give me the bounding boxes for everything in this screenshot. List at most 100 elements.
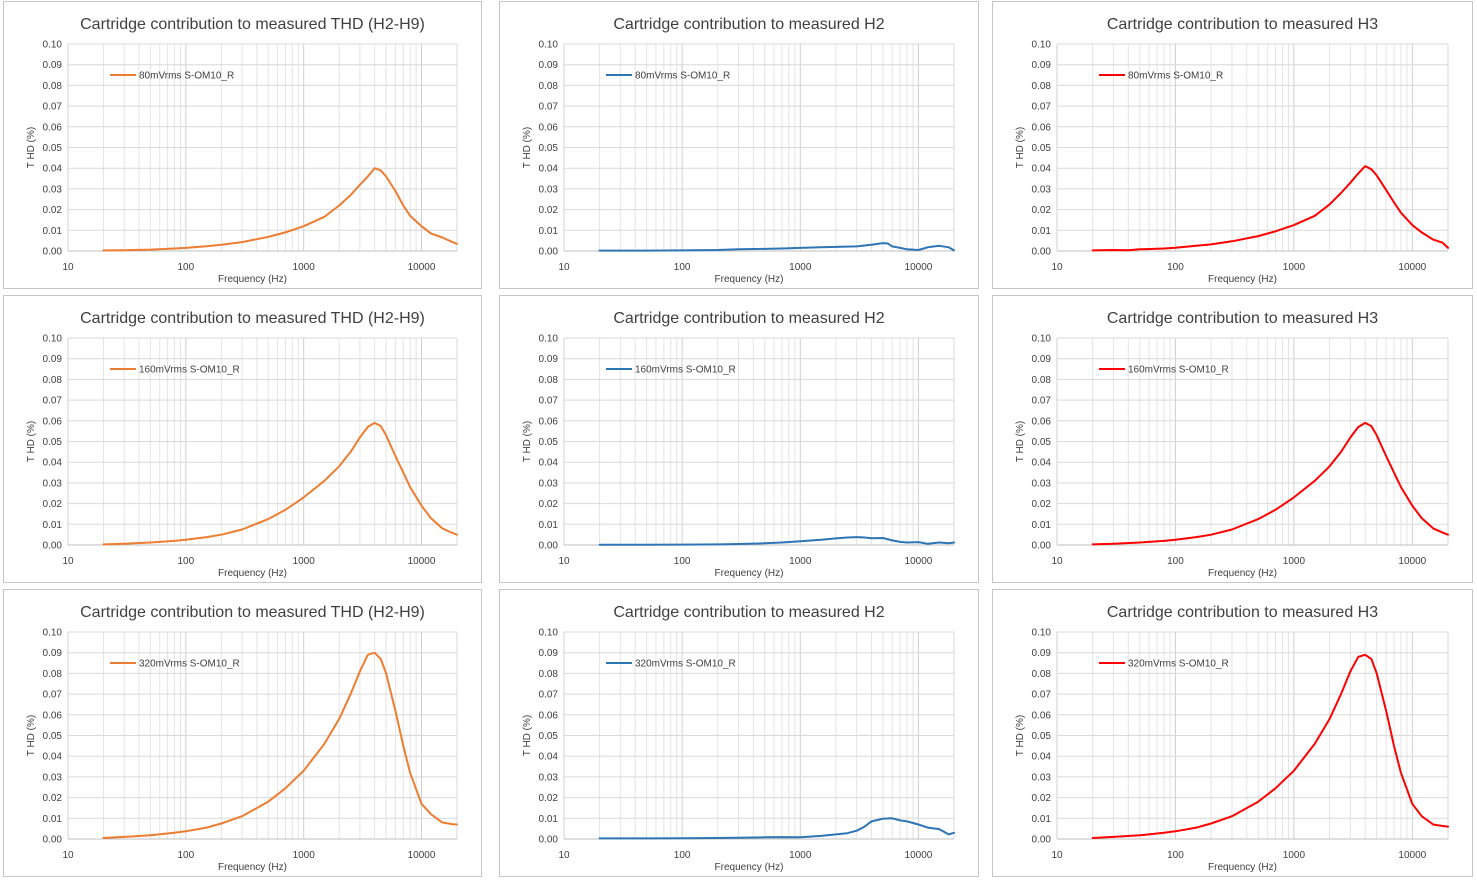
y-tick-label: 0.02 [539,499,559,510]
legend: 320mVrms S-OM10_R [606,659,736,670]
y-tick-label: 0.00 [1032,541,1052,552]
y-tick-label: 0.08 [43,375,63,386]
y-tick-label: 0.10 [1032,40,1052,51]
x-tick-label: 100 [674,556,691,567]
y-axis-title: T HD (%) [522,127,533,168]
legend-label: 320mVrms S-OM10_R [139,659,240,670]
x-tick-label: 1000 [293,262,316,273]
legend-label: 320mVrms S-OM10_R [1128,659,1229,670]
y-tick-label: 0.01 [539,520,559,531]
y-axis-title: T HD (%) [26,421,37,462]
y-tick-label: 0.03 [1032,772,1052,783]
legend: 320mVrms S-OM10_R [1099,659,1229,670]
y-tick-label: 0.03 [43,772,63,783]
y-tick-label: 0.07 [43,396,63,407]
y-tick-label: 0.10 [1032,628,1052,639]
y-axis-title: T HD (%) [522,421,533,462]
y-tick-label: 0.04 [539,164,559,175]
x-tick-label: 10000 [1398,850,1426,861]
y-tick-label: 0.09 [1032,648,1052,659]
x-tick-label: 10 [1051,556,1063,567]
line-chart: Cartridge contribution to measured H3 0.0… [1015,16,1449,285]
series-line [1091,165,1449,252]
y-tick-label: 0.02 [1032,205,1052,216]
legend: 160mVrms S-OM10_R [1099,365,1229,376]
x-tick-label: 1000 [789,850,812,861]
y-tick-label: 0.10 [43,334,63,345]
x-tick-label: 100 [177,556,194,567]
y-tick-label: 0.03 [43,478,63,489]
series-line [1091,653,1449,839]
x-tick-label: 1000 [1283,556,1306,567]
y-tick-label: 0.02 [539,793,559,804]
x-tick-label: 10 [558,262,570,273]
legend: 80mVrms S-OM10_R [110,71,234,82]
series-line [598,536,955,546]
x-tick-label: 10000 [905,262,933,273]
y-tick-label: 0.09 [539,354,559,365]
x-tick-label: 10 [1051,262,1063,273]
chart-title: Cartridge contribution to measured H3 [1107,310,1378,327]
legend-label: 160mVrms S-OM10_R [1128,365,1229,376]
y-tick-label: 0.08 [1032,375,1052,386]
y-tick-label: 0.01 [43,814,63,825]
chart-panel: Cartridge contribution to measured H2 0.0… [499,295,979,583]
chart-title: Cartridge contribution to measured THD (… [80,310,425,327]
x-tick-label: 100 [177,850,194,861]
y-tick-label: 0.08 [539,81,559,92]
legend-label: 80mVrms S-OM10_R [635,71,730,82]
line-chart: Cartridge contribution to measured H2 0.0… [522,310,955,579]
x-tick-label: 100 [674,262,691,273]
line-chart: Cartridge contribution to measured H2 0.0… [522,16,955,285]
x-tick-label: 10000 [1398,556,1426,567]
line-chart: Cartridge contribution to measured THD (… [26,310,458,579]
x-tick-label: 100 [177,262,194,273]
x-tick-label: 10000 [408,556,436,567]
legend: 160mVrms S-OM10_R [110,365,240,376]
legend-label: 80mVrms S-OM10_R [1128,71,1223,82]
legend: 80mVrms S-OM10_R [606,71,730,82]
y-tick-label: 0.01 [539,814,559,825]
y-axis-title: T HD (%) [1015,421,1026,462]
series-line [102,167,458,252]
y-tick-label: 0.09 [1032,60,1052,71]
x-axis-title: Frequency (Hz) [715,568,784,579]
y-tick-label: 0.05 [539,437,559,448]
line-chart: Cartridge contribution to measured THD (… [26,16,458,285]
x-tick-label: 1000 [789,262,812,273]
y-tick-label: 0.00 [1032,247,1052,258]
y-axis-title: T HD (%) [1015,127,1026,168]
chart-title: Cartridge contribution to measured THD (… [80,604,425,621]
x-tick-label: 100 [674,850,691,861]
y-tick-label: 0.06 [43,710,63,721]
y-axis-title: T HD (%) [26,715,37,756]
y-tick-label: 0.10 [43,40,63,51]
chart-title: Cartridge contribution to measured H3 [1107,604,1378,621]
x-axis-title: Frequency (Hz) [715,274,784,285]
y-tick-label: 0.09 [43,354,63,365]
x-tick-label: 10000 [1398,262,1426,273]
y-tick-label: 0.10 [539,40,559,51]
y-tick-label: 0.02 [1032,793,1052,804]
y-tick-label: 0.09 [539,648,559,659]
chart-title: Cartridge contribution to measured H2 [613,310,884,327]
y-tick-label: 0.10 [1032,334,1052,345]
y-axis-title: T HD (%) [26,127,37,168]
chart-title: Cartridge contribution to measured H2 [613,16,884,33]
y-tick-label: 0.04 [43,458,63,469]
x-tick-label: 10000 [408,850,436,861]
x-tick-label: 10 [1051,850,1063,861]
y-tick-label: 0.06 [539,122,559,133]
series-line [598,817,955,840]
y-tick-label: 0.04 [539,458,559,469]
y-tick-label: 0.01 [43,226,63,237]
y-tick-label: 0.10 [539,334,559,345]
y-tick-label: 0.09 [43,648,63,659]
y-axis-title: T HD (%) [522,715,533,756]
y-tick-label: 0.04 [1032,458,1052,469]
y-tick-label: 0.00 [43,541,63,552]
y-tick-label: 0.03 [539,184,559,195]
x-axis-title: Frequency (Hz) [1208,862,1277,873]
y-tick-label: 0.02 [539,205,559,216]
y-tick-label: 0.08 [1032,669,1052,680]
